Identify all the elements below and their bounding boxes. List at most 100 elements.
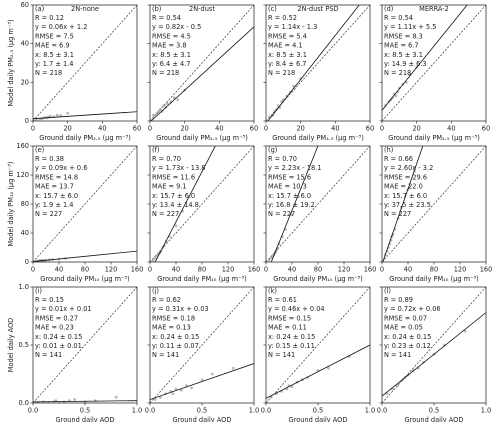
x-tick-label: 120 [338, 266, 351, 274]
point [396, 384, 399, 387]
y-tick-label: 40 [21, 229, 29, 237]
stat-text: RMSE = 0.07 [384, 314, 427, 322]
y-axis-label: Model daily AOD [7, 318, 15, 372]
stat-text: x: 15.7 ± 6.0 [384, 192, 427, 200]
y-tick-label: 0 [25, 258, 29, 266]
x-tick-label: 20 [296, 125, 304, 133]
plot-area [266, 146, 370, 262]
point [171, 392, 175, 396]
stat-text: RMSE = 0.18 [152, 314, 195, 322]
stat-text: N = 227 [35, 210, 62, 218]
stat-text: y: 0.11 ± 0.07 [152, 342, 199, 350]
one-to-one-line [150, 146, 254, 262]
stat-text: MAE = 4.1 [268, 42, 303, 50]
point [152, 113, 155, 117]
x-axis-label: Ground daily AOD [289, 416, 348, 422]
stat-text: N = 227 [152, 210, 179, 218]
x-axis-label: Ground daily AOD [56, 416, 115, 422]
stat-text: y = 1.11x + 5.5 [384, 23, 436, 31]
stat-text: y: 13.4 ± 14.8 [152, 201, 199, 209]
stat-text: R = 0.89 [384, 296, 413, 304]
x-tick-label: 0 [380, 266, 384, 274]
stat-text: R = 0.38 [35, 155, 64, 163]
fit-line [382, 146, 424, 262]
x-tick-label: 0.5 [429, 407, 440, 415]
x-tick-label: 40 [172, 266, 180, 274]
stat-text: y: 37.5 ± 23.5 [384, 201, 431, 209]
x-tick-label: 80 [314, 266, 322, 274]
stat-text: y = 0.82x - 0.5 [152, 23, 201, 31]
stat-text: R = 0.15 [35, 296, 64, 304]
x-tick-label: 160 [364, 266, 377, 274]
point [176, 98, 180, 102]
point [394, 94, 398, 98]
panel-title: MERRA-2 [419, 5, 449, 13]
plot-area [266, 5, 370, 121]
stat-text: x: 0.24 ± 0.15 [384, 333, 431, 341]
plot-area [150, 287, 254, 403]
x-axis-label: Ground daily PM₂.₅ (μg m⁻³) [388, 134, 480, 142]
x-tick-label: 40 [447, 125, 455, 133]
stat-text: RMSE = 8.3 [384, 32, 423, 40]
stat-text: x: 0.24 ± 0.15 [152, 333, 199, 341]
x-tick-label: 0 [264, 266, 268, 274]
x-tick-label: 1.0 [365, 407, 376, 415]
fit-line [33, 400, 137, 403]
stat-text: MAE = 22.0 [384, 183, 423, 191]
point [73, 398, 76, 401]
x-tick-label: 0.5 [80, 407, 91, 415]
stat-text: y: 1.9 ± 1.4 [35, 201, 73, 209]
fit-line [382, 312, 486, 397]
point [174, 224, 178, 228]
point [155, 111, 159, 115]
plot-area [266, 287, 370, 403]
stat-text: RMSE = 15.6 [268, 173, 311, 181]
stat-text: MAE = 3.8 [152, 42, 187, 50]
stat-text: MAE = 6.9 [35, 42, 70, 50]
x-tick-label: 0 [31, 125, 35, 133]
x-tick-label: 40 [331, 125, 339, 133]
stat-text: MAE = 0.05 [384, 324, 423, 332]
fit-line [382, 5, 468, 111]
x-axis-label: Ground daily PM₁₀ (μg m⁻³) [273, 275, 362, 283]
plot-frame [32, 4, 138, 122]
stat-text: MAE = 0.11 [268, 324, 307, 332]
stat-text: MAE = 9.1 [152, 183, 187, 191]
x-tick-label: 40 [288, 266, 296, 274]
stat-text: R = 0.54 [384, 14, 413, 22]
stat-text: y = 1.14x - 1.3 [268, 23, 317, 31]
x-axis-label: Ground daily PM₂.₅ (μg m⁻³) [156, 134, 248, 142]
x-axis-label: Ground daily PM₂.₅ (μg m⁻³) [39, 134, 131, 142]
x-axis-label: Ground daily AOD [405, 416, 464, 422]
x-tick-label: 80 [81, 266, 89, 274]
y-tick-label: 0.0 [19, 399, 30, 407]
stat-text: x: 15.7 ± 6.0 [152, 192, 195, 200]
panel: 0.0 0.5 1.0 0.0 0.5 1.0 Ground daily AOD Model … [7, 283, 142, 422]
x-axis-label: Ground daily AOD [173, 416, 232, 422]
fit-line [150, 26, 254, 121]
plot-area [33, 5, 137, 121]
stat-text: y: 16.8 ± 19.2 [268, 201, 315, 209]
point [165, 102, 169, 105]
one-to-one-line [33, 5, 137, 121]
plot-area [33, 146, 137, 262]
point [159, 108, 162, 111]
x-tick-label: 160 [248, 266, 261, 274]
stat-text: N = 218 [384, 69, 411, 77]
one-to-one-line [33, 287, 137, 403]
one-to-one-line [150, 287, 254, 403]
plot-frame [381, 4, 487, 122]
x-axis-label: Ground daily PM₁₀ (μg m⁻³) [40, 275, 129, 283]
x-tick-label: 160 [131, 266, 144, 274]
stat-text: RMSE = 5.4 [268, 32, 307, 40]
one-to-one-line [266, 146, 370, 262]
point [35, 118, 38, 121]
panel-label: (h) [384, 146, 393, 154]
panel: 0.0 0.5 1.0 Ground daily AOD (k)R = 0.61y = … [261, 286, 376, 422]
stat-text: RMSE = 4.5 [152, 32, 191, 40]
x-tick-label: 0.0 [28, 407, 39, 415]
plot-area [382, 287, 486, 403]
stat-text: x: 15.7 ± 6.0 [268, 192, 311, 200]
